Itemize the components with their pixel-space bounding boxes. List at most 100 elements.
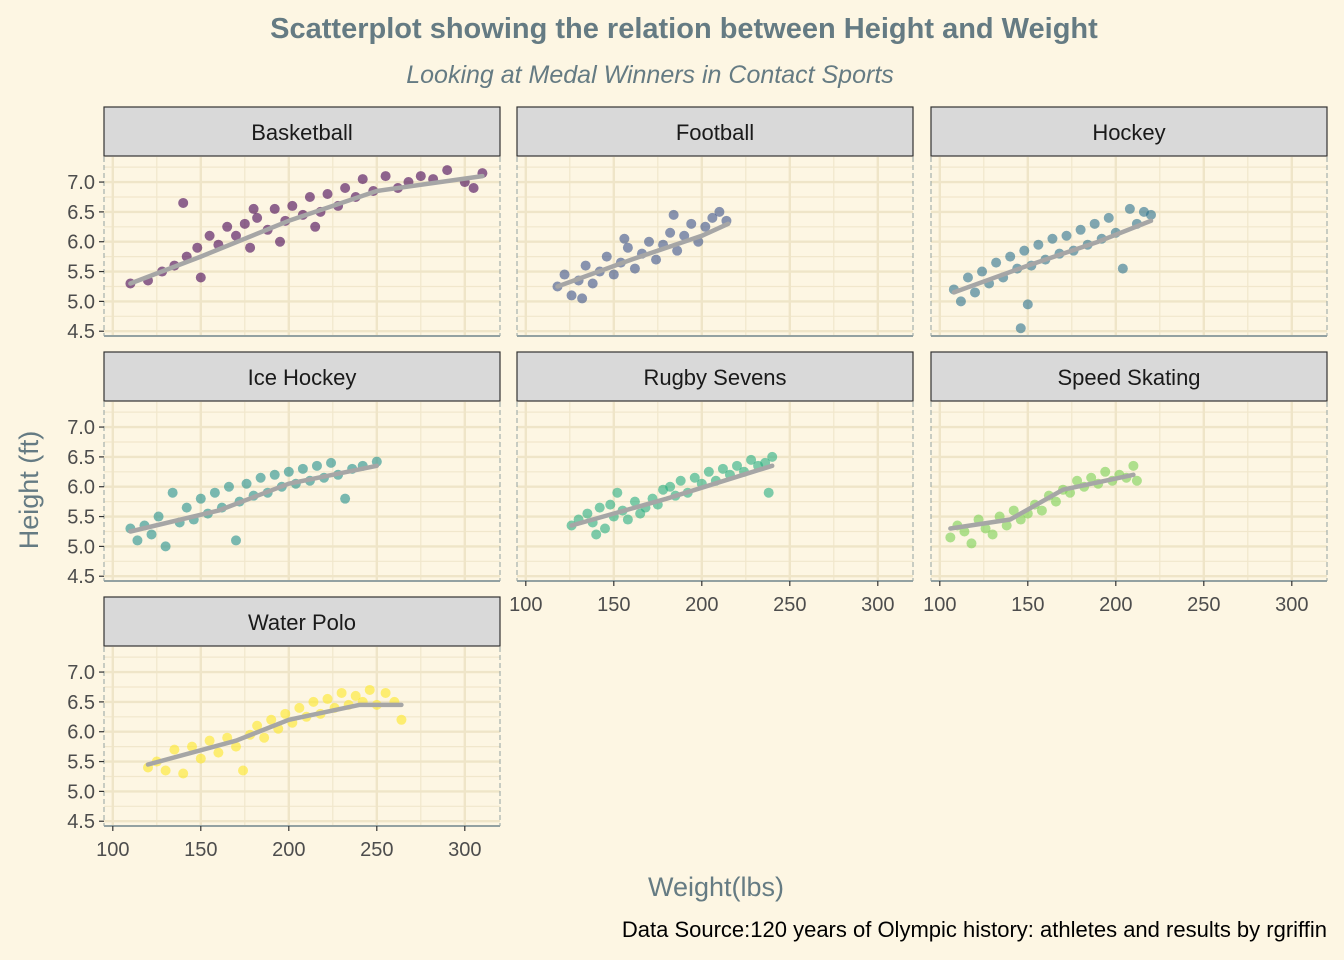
x-tick-label: 200 <box>1099 594 1132 616</box>
facet-strip <box>516 106 914 157</box>
data-point <box>962 272 973 283</box>
data-point <box>238 765 249 776</box>
x-tick-label: 100 <box>923 594 956 616</box>
data-point <box>231 230 241 241</box>
data-point <box>252 720 263 731</box>
x-tick-label: 300 <box>1275 594 1308 616</box>
y-tick-label: 5.5 <box>67 507 95 529</box>
y-tick-label: 6.0 <box>67 722 95 744</box>
data-point <box>1001 520 1012 531</box>
data-point <box>559 269 570 280</box>
data-point <box>591 529 602 540</box>
facet-strip <box>930 106 1328 157</box>
data-point <box>442 165 453 176</box>
data-point <box>1022 299 1033 310</box>
data-point <box>651 254 662 265</box>
data-point <box>1146 209 1156 220</box>
data-point <box>132 535 143 546</box>
facet-strip <box>516 351 914 402</box>
trend-line <box>569 463 775 528</box>
data-point <box>336 687 347 698</box>
data-point <box>153 511 164 522</box>
data-point <box>605 499 616 510</box>
data-point <box>252 212 263 223</box>
y-tick-label: 6.0 <box>67 232 95 254</box>
data-point <box>248 203 259 214</box>
data-point <box>1033 239 1044 250</box>
data-point <box>178 768 189 779</box>
data-point <box>672 245 683 256</box>
data-point <box>1089 218 1100 229</box>
data-point <box>364 684 375 695</box>
data-point <box>987 529 998 540</box>
data-point <box>1131 475 1142 486</box>
facet-water-polo: Water Polo 4.5 5.0 5.5 6.0 6.5 7.0 100 150 200 250… <box>67 596 501 861</box>
y-tick-label: 7.0 <box>67 417 95 439</box>
y-tick-label: 4.5 <box>67 321 95 343</box>
trend-line <box>948 472 1136 531</box>
y-tick-label: 5.5 <box>67 262 95 284</box>
data-point <box>714 206 725 217</box>
data-point <box>195 753 206 764</box>
data-point <box>601 251 612 262</box>
facet-strip-label: Basketball <box>251 120 353 145</box>
facet-speed-skating: Speed Skating 100 150 200 250 300 <box>923 351 1328 616</box>
data-point <box>587 278 598 289</box>
data-point <box>644 236 654 247</box>
facet-strip-label: Ice Hockey <box>248 365 357 390</box>
data-point <box>280 708 291 719</box>
data-point <box>380 171 391 182</box>
data-point <box>1100 466 1111 477</box>
data-point <box>287 200 298 211</box>
data-point <box>665 227 676 238</box>
x-tick-label: 250 <box>360 839 393 861</box>
data-point <box>326 457 337 468</box>
data-point <box>294 702 305 713</box>
data-point <box>222 221 233 232</box>
data-point <box>1015 323 1026 334</box>
facet-strip <box>930 351 1328 402</box>
data-point <box>169 744 180 755</box>
data-point <box>703 466 714 477</box>
data-point <box>1019 245 1030 256</box>
data-point <box>668 209 679 220</box>
data-point <box>717 463 728 474</box>
data-point <box>350 690 361 701</box>
chart-title: Scatterplot showing the relation between… <box>270 13 1098 45</box>
data-point <box>204 230 215 241</box>
data-point <box>763 487 774 498</box>
x-tick-label: 200 <box>272 839 305 861</box>
data-point <box>187 741 197 752</box>
y-tick-label: 6.5 <box>67 692 95 714</box>
data-point <box>582 508 593 519</box>
data-point <box>707 212 718 223</box>
data-point <box>991 257 1002 268</box>
facet-rugby-sevens: Rugby Sevens 100 150 200 250 300 <box>509 351 914 616</box>
data-point <box>955 296 966 307</box>
data-point <box>178 197 189 208</box>
facet-panels: Basketball 4.5 5.0 5.5 6.0 6.5 7.0 Football Hock… <box>67 106 1328 861</box>
data-point <box>396 714 407 725</box>
data-point <box>415 171 426 182</box>
trend-line <box>145 702 404 767</box>
data-point <box>675 475 686 486</box>
trend-line <box>128 173 485 286</box>
data-point <box>600 523 610 534</box>
facet-strip-label: Speed Skating <box>1057 365 1200 390</box>
data-point <box>594 502 605 513</box>
data-point <box>310 221 321 232</box>
data-point <box>966 538 977 549</box>
data-point <box>1124 203 1135 214</box>
data-point <box>340 493 351 504</box>
x-tick-label: 150 <box>184 839 217 861</box>
data-point <box>767 451 778 462</box>
data-point <box>980 523 991 534</box>
x-tick-label: 150 <box>1011 594 1044 616</box>
data-point <box>619 233 630 244</box>
data-point <box>269 203 280 214</box>
data-point <box>665 481 676 492</box>
data-point <box>629 263 640 274</box>
data-point <box>275 236 285 247</box>
data-point <box>195 493 206 504</box>
